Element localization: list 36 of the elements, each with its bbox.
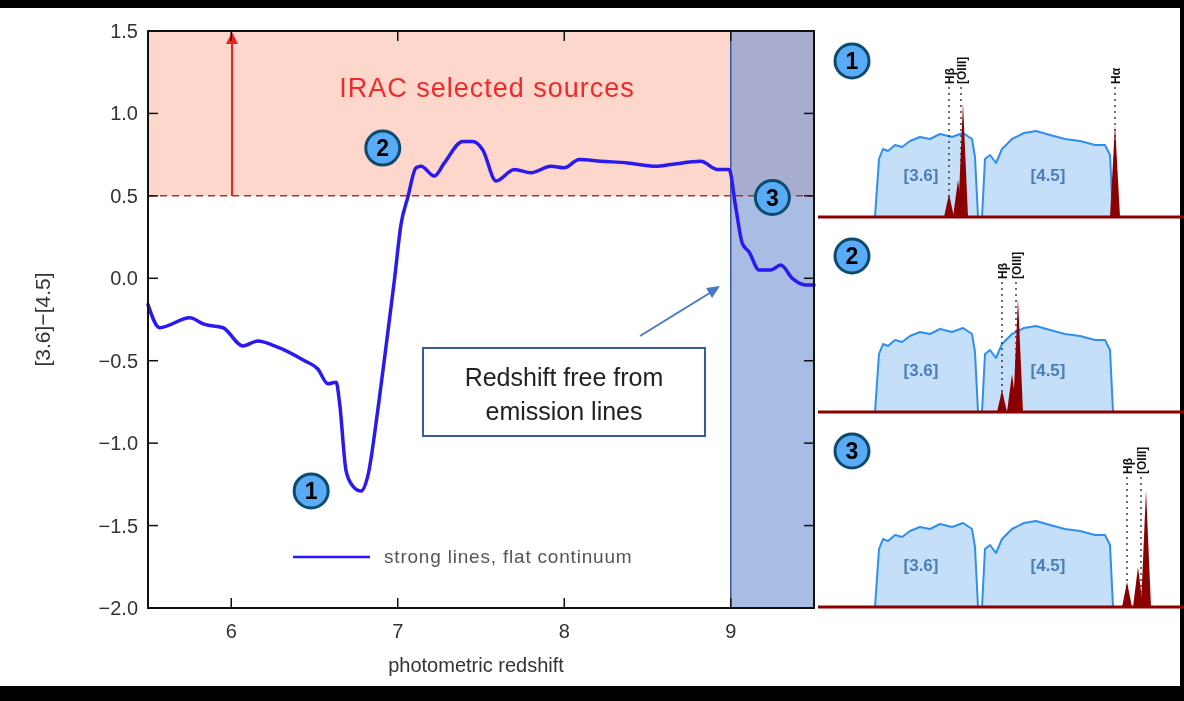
text: [OIII] bbox=[955, 56, 969, 84]
y-tick-label: 1.5 bbox=[110, 20, 138, 42]
x-tick-label: 8 bbox=[558, 620, 570, 642]
y-tick-label: −2.0 bbox=[98, 597, 138, 619]
y-tick-label: 0.5 bbox=[110, 184, 138, 207]
text: [3.6] bbox=[903, 166, 939, 185]
text: [OIII] bbox=[1135, 446, 1149, 474]
y-tick-label: −1.0 bbox=[98, 432, 138, 455]
x-axis-title: photometric redshift bbox=[388, 654, 565, 676]
text: 1 bbox=[845, 48, 859, 74]
x-tick-label: 6 bbox=[225, 620, 237, 642]
x-tick-label: 9 bbox=[725, 620, 737, 642]
y-tick-label: 0.0 bbox=[110, 267, 138, 290]
band-label: IRAC selected sources bbox=[339, 72, 635, 103]
y-tick-label: −1.5 bbox=[98, 514, 138, 537]
annotation: 3 bbox=[765, 184, 779, 211]
text: 2 bbox=[845, 243, 859, 269]
text: [4.5] bbox=[1030, 556, 1066, 575]
text: [3.6] bbox=[903, 556, 939, 575]
text: [OIII] bbox=[1010, 251, 1024, 279]
text: Hβ bbox=[943, 68, 957, 84]
x-tick-label: 7 bbox=[392, 620, 404, 642]
annotation: 2 bbox=[376, 135, 390, 162]
legend-label: strong lines, flat continuum bbox=[384, 546, 633, 567]
text: Hα bbox=[1109, 67, 1123, 84]
y-axis-title: [3.6]−[4.5] bbox=[31, 272, 54, 367]
annotation: 1 bbox=[304, 477, 318, 504]
y-tick-label: −0.5 bbox=[98, 349, 138, 372]
text: [3.6] bbox=[903, 361, 939, 380]
text: [4.5] bbox=[1030, 166, 1066, 185]
text: 3 bbox=[845, 438, 859, 464]
text: Hβ bbox=[996, 263, 1010, 279]
text: [4.5] bbox=[1030, 361, 1066, 380]
y-tick-label: 1.0 bbox=[110, 102, 138, 125]
text: Hβ bbox=[1121, 458, 1135, 474]
annotation: Redshift free from emission lines bbox=[464, 363, 664, 425]
